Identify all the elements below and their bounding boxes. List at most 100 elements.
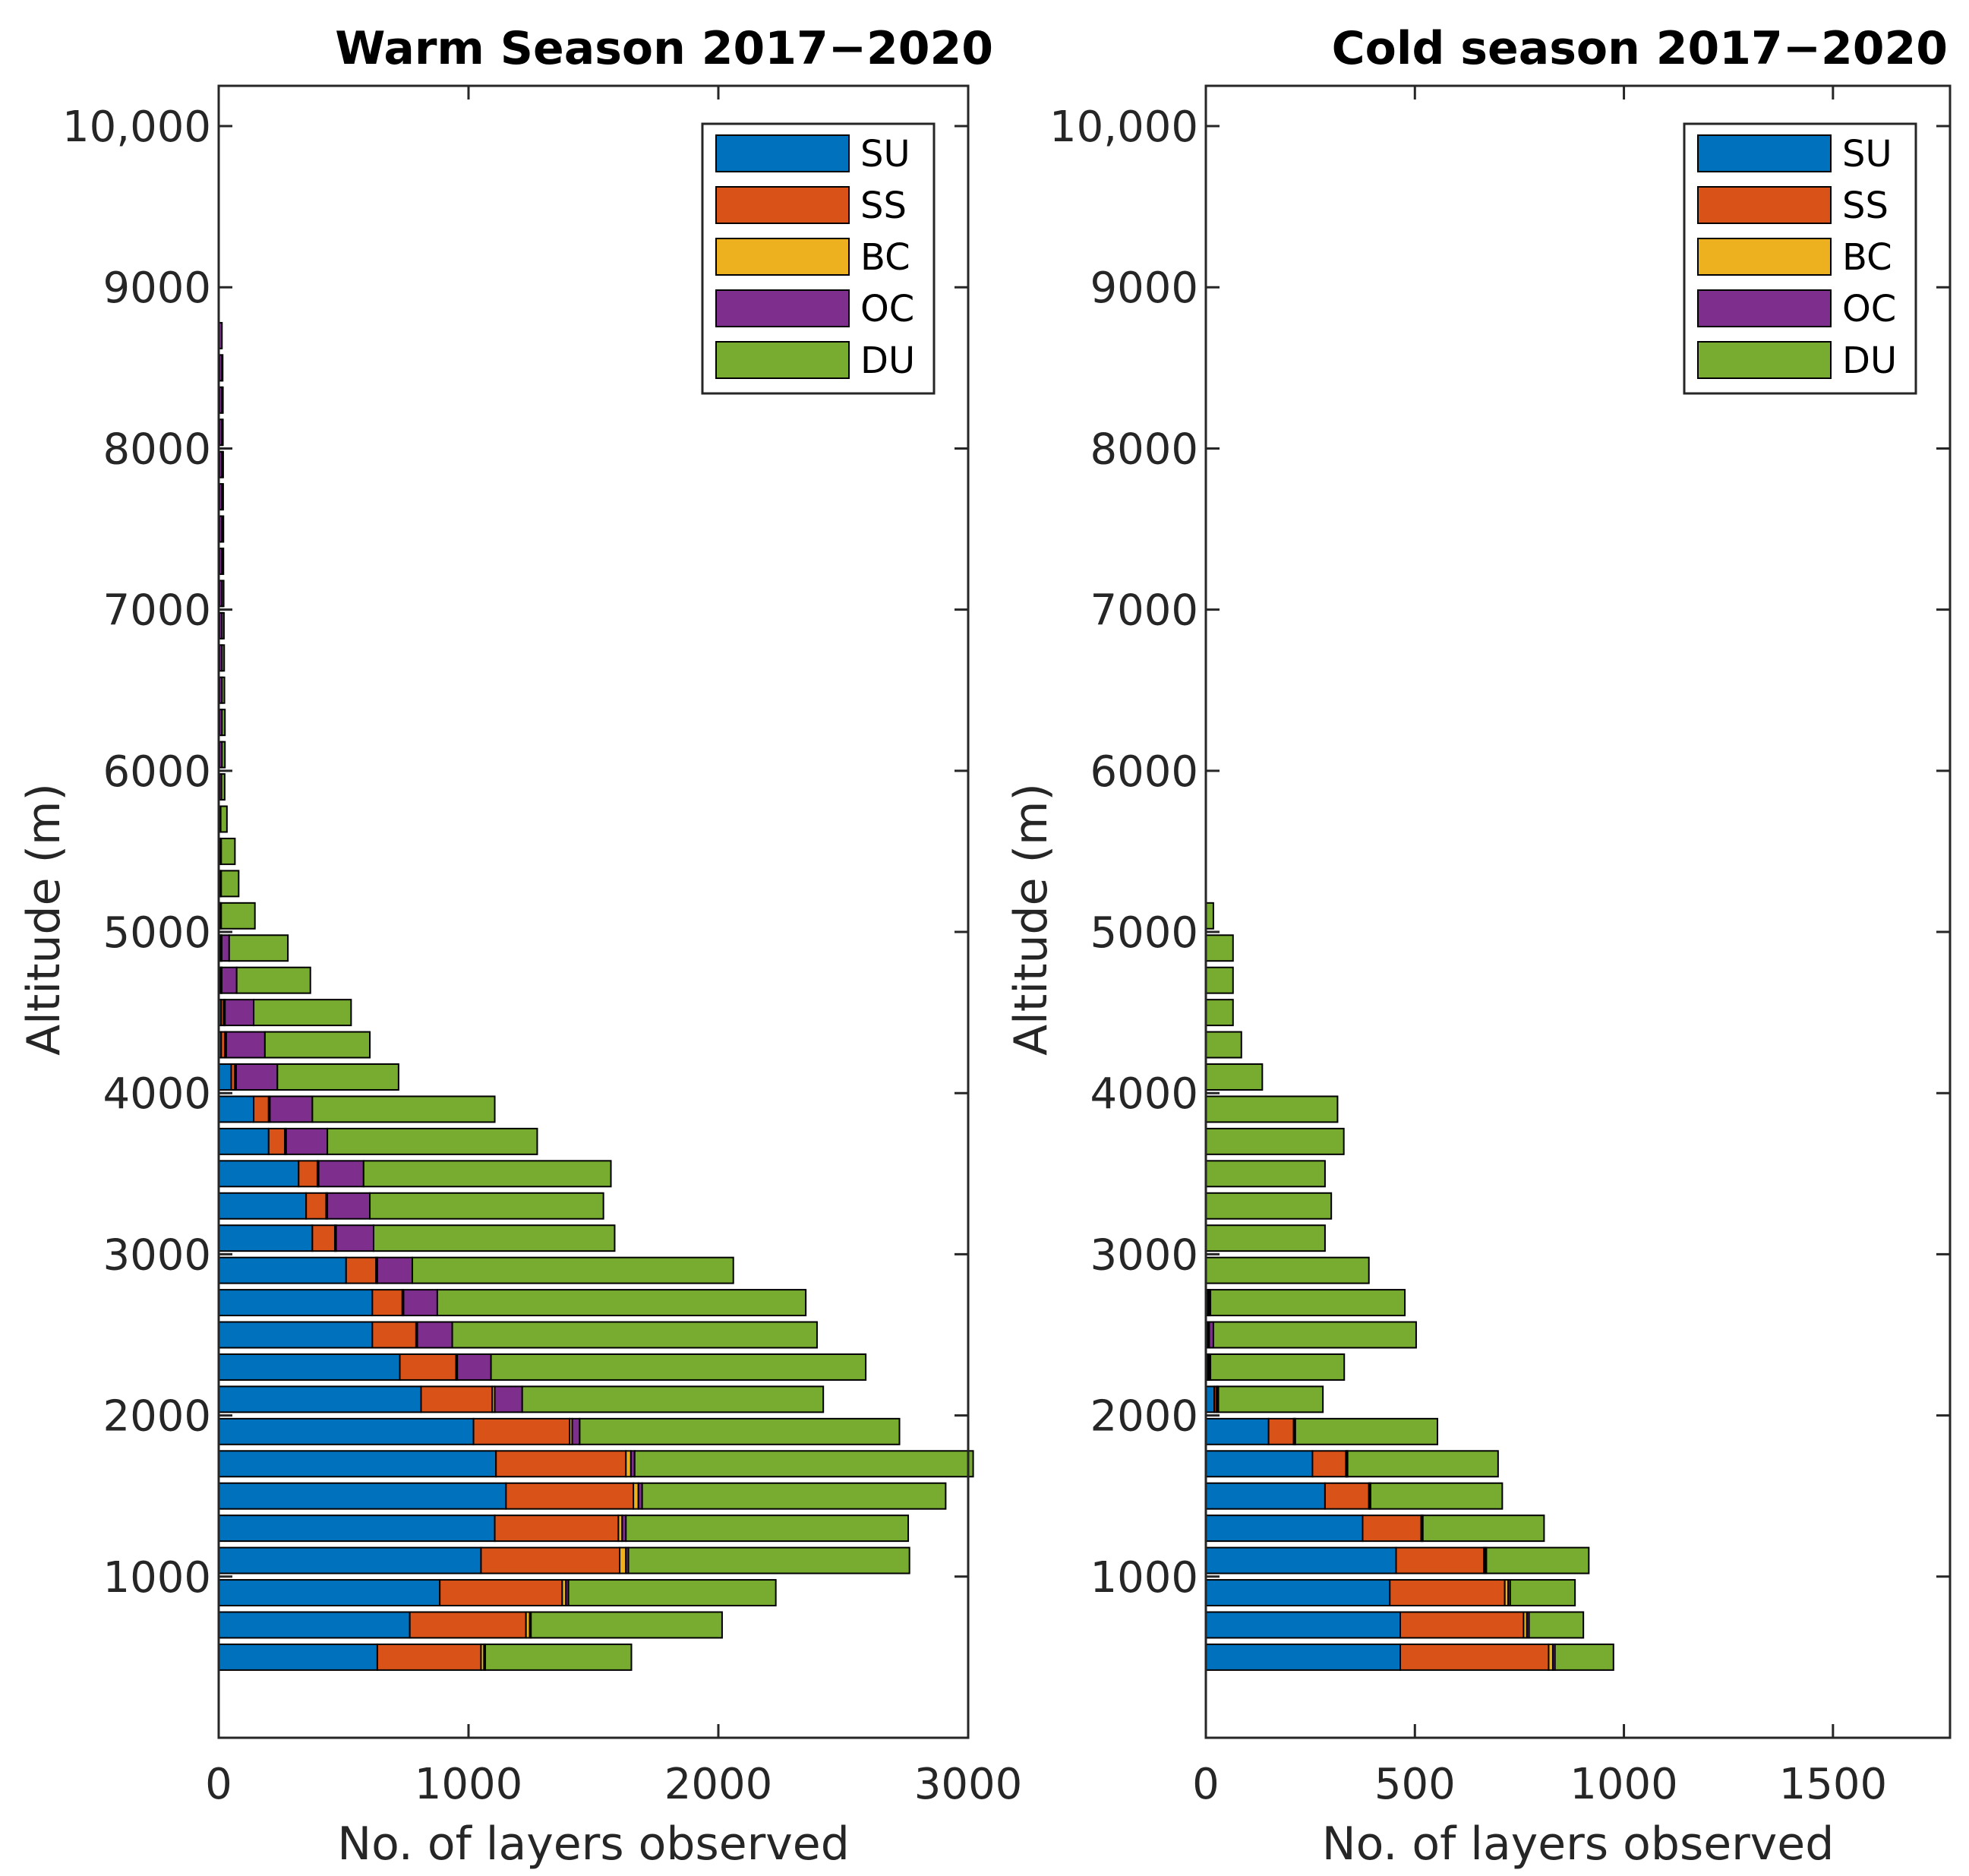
legend-label-oc: OC [860, 288, 914, 330]
bar-oc-1900 [571, 1417, 581, 1445]
legend-label-oc: OC [1842, 288, 1896, 330]
bar-su-3100 [218, 1224, 314, 1252]
chart-title: Cold season 2017−2020 [1332, 22, 1948, 75]
legend-label-ss: SS [1842, 185, 1889, 227]
bar-oc-3100 [335, 1224, 374, 1252]
bar-du-1300 [1422, 1514, 1545, 1543]
bar-du-500 [1554, 1643, 1614, 1671]
bar-su-2700 [218, 1289, 374, 1317]
bar-du-7700 [221, 483, 224, 511]
y-axis-label: Altitude (m) [17, 783, 71, 1056]
chart-warm: 1000 2000 3000 4000 5000 6000 7000 8000 9000 10,0… [17, 22, 1022, 1871]
bar-su-1700 [218, 1450, 497, 1478]
bar-oc-3700 [285, 1127, 329, 1155]
bar-du-3700 [327, 1127, 538, 1155]
bar-ss-2700 [371, 1289, 403, 1317]
y-tick-label: 4000 [1090, 1069, 1198, 1119]
bar-du-2500 [451, 1321, 818, 1349]
bar-du-1900 [579, 1417, 901, 1445]
bar-du-4300 [263, 1031, 371, 1059]
legend-swatch-oc [715, 289, 850, 327]
bar-du-700 [1528, 1611, 1585, 1639]
bar-su-1500 [1205, 1482, 1326, 1510]
bar-ss-1300 [494, 1514, 620, 1543]
y-axis-label: Altitude (m) [1005, 783, 1058, 1056]
y-tick-label: 6000 [1090, 747, 1198, 797]
bar-du-2900 [411, 1256, 734, 1284]
bar-ss-2500 [371, 1321, 417, 1349]
bar-du-4700 [1205, 966, 1234, 994]
bar-du-2500 [1212, 1321, 1417, 1349]
legend-label-su: SU [1842, 133, 1892, 175]
bar-su-1300 [218, 1514, 496, 1543]
bar-su-700 [1205, 1611, 1402, 1639]
x-tick-label: 1000 [415, 1760, 523, 1809]
legend-swatch-su [715, 134, 850, 172]
bar-du-900 [567, 1579, 777, 1607]
bar-du-4700 [235, 966, 311, 994]
bar-su-700 [218, 1611, 411, 1639]
bar-su-500 [1205, 1643, 1402, 1671]
bar-ss-1100 [1395, 1546, 1485, 1574]
bar-du-900 [1509, 1579, 1576, 1607]
bar-oc-2700 [402, 1289, 438, 1317]
bar-su-3500 [218, 1160, 300, 1188]
legend-swatch-du [715, 341, 850, 379]
bar-du-3900 [1205, 1095, 1339, 1123]
y-tick-label: 10,000 [1049, 103, 1198, 152]
legend-label-bc: BC [1842, 236, 1892, 279]
bar-du-6300 [221, 709, 226, 737]
bar-su-2300 [218, 1353, 401, 1381]
legend-label-bc: BC [860, 236, 910, 279]
y-tick-label: 3000 [1090, 1230, 1198, 1280]
bar-du-2700 [1210, 1289, 1406, 1317]
bar-du-4100 [1205, 1063, 1264, 1091]
bar-oc-2500 [416, 1321, 453, 1349]
bar-du-3500 [362, 1160, 612, 1188]
x-tick-label: 1500 [1779, 1760, 1888, 1809]
bar-du-7500 [221, 515, 225, 543]
bar-oc-4900 [220, 934, 230, 962]
bar-oc-4300 [225, 1031, 266, 1059]
bar-du-4900 [1205, 934, 1234, 962]
x-tick-label: 0 [1192, 1760, 1220, 1809]
axes-box [217, 84, 970, 1739]
bar-su-900 [218, 1579, 441, 1607]
chart-cold: 10002000300040005000600070008000900010,0… [1005, 22, 1952, 1871]
bar-du-700 [530, 1611, 723, 1639]
y-tick-label: 8000 [1090, 425, 1198, 474]
bar-du-1900 [1294, 1417, 1439, 1445]
bar-oc-3500 [317, 1160, 364, 1188]
x-tick-label: 1000 [1570, 1760, 1678, 1809]
x-tick-label: 500 [1374, 1760, 1456, 1809]
bar-su-1100 [218, 1546, 482, 1574]
bar-su-900 [1205, 1579, 1391, 1607]
bar-ss-1500 [1324, 1482, 1370, 1510]
bar-du-4500 [1205, 999, 1234, 1027]
y-tick-label: 7000 [103, 586, 211, 636]
bar-ss-700 [409, 1611, 527, 1639]
bar-oc-2100 [494, 1385, 523, 1413]
bar-ss-3900 [253, 1095, 270, 1123]
bar-ss-1700 [1311, 1450, 1347, 1478]
y-tick-label: 3000 [103, 1230, 211, 1280]
legend-label-ss: SS [860, 185, 907, 227]
bar-du-3700 [1205, 1127, 1345, 1155]
bar-su-500 [218, 1643, 378, 1671]
bar-su-1900 [218, 1417, 475, 1445]
bar-du-1500 [1369, 1482, 1504, 1510]
bar-ss-900 [1389, 1579, 1506, 1607]
bar-ss-900 [439, 1579, 563, 1607]
bar-su-1300 [1205, 1514, 1364, 1543]
bar-du-1300 [625, 1514, 910, 1543]
bar-du-2300 [1210, 1353, 1346, 1381]
bar-du-3300 [1205, 1192, 1333, 1220]
legend-swatch-ss [715, 186, 850, 224]
bar-du-1700 [1346, 1450, 1499, 1478]
bar-ss-500 [1399, 1643, 1550, 1671]
legend-swatch-ss [1697, 186, 1832, 224]
legend: SU SS BC OC DU [1683, 122, 1917, 395]
bar-ss-3100 [311, 1224, 336, 1252]
legend-swatch-su [1697, 134, 1832, 172]
